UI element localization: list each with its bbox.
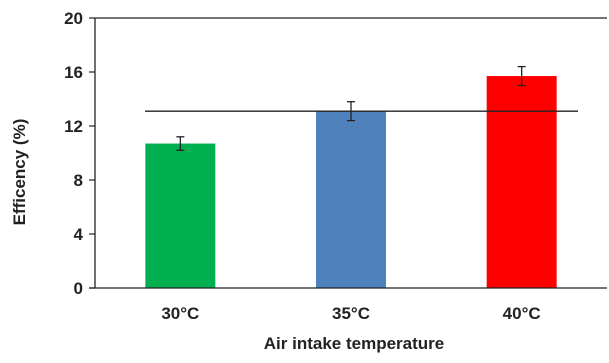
- x-tick-label: 35°C: [332, 304, 370, 323]
- bar-2: [316, 111, 386, 289]
- y-axis-title: Efficency (%): [10, 119, 29, 226]
- y-tick-label: 4: [74, 225, 84, 244]
- y-tick-label: 20: [64, 9, 83, 28]
- bar-3: [486, 76, 557, 288]
- y-tick-label: 0: [74, 279, 83, 298]
- x-axis-title: Air intake temperature: [264, 334, 444, 353]
- axes: [89, 17, 607, 289]
- y-tick-label: 8: [74, 171, 83, 190]
- bar-1: [145, 143, 216, 288]
- x-axis-tick-labels: 30°C 35°C 40°C: [161, 304, 540, 323]
- x-tick-label: 30°C: [161, 304, 199, 323]
- x-tick-label: 40°C: [503, 304, 541, 323]
- y-tick-label: 16: [64, 63, 83, 82]
- error-bars: [176, 65, 526, 151]
- y-axis-ticks: 0 4 8 12 16 20: [64, 9, 95, 298]
- y-tick-label: 12: [64, 117, 83, 136]
